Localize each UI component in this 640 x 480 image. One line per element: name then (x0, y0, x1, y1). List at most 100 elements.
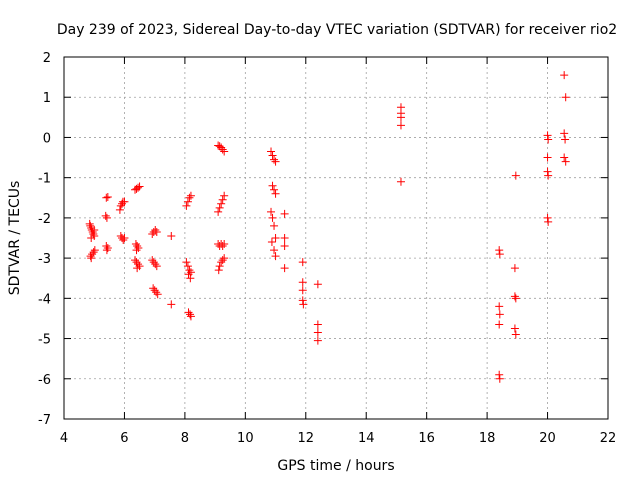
x-tick-label: 12 (298, 431, 315, 446)
data-point (102, 193, 111, 202)
y-tick-label: -5 (38, 333, 51, 348)
y-tick-label: -2 (38, 212, 51, 227)
data-point (280, 209, 289, 218)
data-point (152, 262, 161, 271)
chart-title: Day 239 of 2023, Sidereal Day-to-day VTE… (57, 22, 617, 38)
data-point (148, 229, 157, 238)
data-point (313, 280, 322, 289)
x-tick-label: 8 (181, 431, 189, 446)
y-tick-label: -1 (38, 172, 51, 187)
data-point (270, 185, 279, 194)
data-point (299, 300, 308, 309)
data-point (298, 286, 307, 295)
data-point (86, 221, 95, 230)
data-point (217, 199, 226, 208)
data-point (186, 310, 195, 319)
data-point (103, 192, 112, 201)
data-point (215, 262, 224, 271)
data-point (182, 258, 191, 267)
data-point (183, 262, 192, 271)
data-point (267, 238, 276, 247)
data-point (220, 254, 229, 263)
data-point (218, 242, 227, 251)
x-tick-label: 18 (479, 431, 496, 446)
data-point (86, 252, 95, 261)
data-point (495, 320, 504, 329)
data-point (298, 258, 307, 267)
data-point (184, 308, 193, 317)
x-tick-label: 22 (600, 431, 617, 446)
data-point (268, 213, 277, 222)
data-point (151, 260, 160, 269)
y-tick-label: -7 (38, 413, 51, 428)
y-tick-label: -4 (38, 292, 51, 307)
data-point (85, 219, 94, 228)
data-point (149, 258, 158, 267)
data-point (134, 260, 143, 269)
data-point (132, 246, 141, 255)
data-point (135, 182, 144, 191)
data-point (214, 266, 223, 275)
data-point (132, 258, 141, 267)
data-point (298, 296, 307, 305)
data-point (214, 207, 223, 216)
data-point (268, 151, 277, 160)
data-point (313, 336, 322, 345)
data-point (560, 71, 569, 80)
data-point (543, 153, 552, 162)
data-points (85, 71, 570, 383)
data-point (131, 240, 140, 249)
data-point (510, 324, 519, 333)
data-point (218, 195, 227, 204)
data-point (270, 246, 279, 255)
data-point (313, 328, 322, 337)
data-point (561, 157, 570, 166)
x-tick-labels: 4 6 8 10 12 14 16 18 20 22 (60, 431, 616, 446)
data-point (119, 236, 128, 245)
data-point (544, 135, 553, 144)
data-point (511, 171, 520, 180)
data-point (560, 153, 569, 162)
data-point (543, 167, 552, 176)
data-point (153, 290, 162, 299)
data-point (271, 252, 280, 261)
data-point (543, 213, 552, 222)
data-point (89, 229, 98, 238)
data-point (185, 266, 194, 275)
data-point (544, 171, 553, 180)
data-point (149, 284, 158, 293)
data-point (495, 370, 504, 379)
data-point (134, 183, 143, 192)
data-point (560, 129, 569, 138)
data-point (396, 121, 405, 130)
data-point (184, 270, 193, 279)
data-point (396, 177, 405, 186)
data-point (186, 274, 195, 283)
data-point (151, 225, 160, 234)
x-tick-label: 10 (237, 431, 254, 446)
data-point (88, 227, 97, 236)
data-point (511, 330, 520, 339)
data-point (268, 181, 277, 190)
data-point (148, 256, 157, 265)
x-tick-label: 6 (120, 431, 128, 446)
data-point (116, 231, 125, 240)
data-point (182, 201, 191, 210)
data-point (267, 207, 276, 216)
grid (64, 57, 608, 419)
data-point (543, 131, 552, 140)
data-point (220, 147, 229, 156)
data-point (495, 374, 504, 383)
data-point (90, 246, 99, 255)
data-point (270, 221, 279, 230)
data-point (131, 256, 140, 265)
data-point (511, 294, 520, 303)
data-point (218, 256, 227, 265)
y-tick-label: 0 (43, 131, 51, 146)
data-point (271, 157, 280, 166)
y-tick-label: -3 (38, 252, 51, 267)
data-point (90, 225, 99, 234)
data-point (270, 155, 279, 164)
data-point (133, 264, 142, 273)
data-point (87, 234, 96, 242)
